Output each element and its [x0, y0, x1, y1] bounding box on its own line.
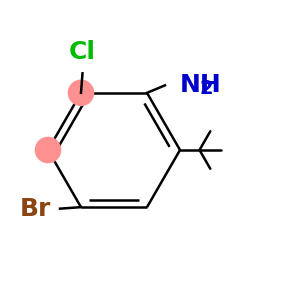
Text: Cl: Cl	[69, 40, 96, 64]
Text: NH: NH	[180, 73, 222, 97]
Text: 2: 2	[200, 80, 213, 98]
Text: Br: Br	[20, 197, 51, 221]
Circle shape	[35, 137, 61, 163]
Circle shape	[68, 80, 94, 105]
